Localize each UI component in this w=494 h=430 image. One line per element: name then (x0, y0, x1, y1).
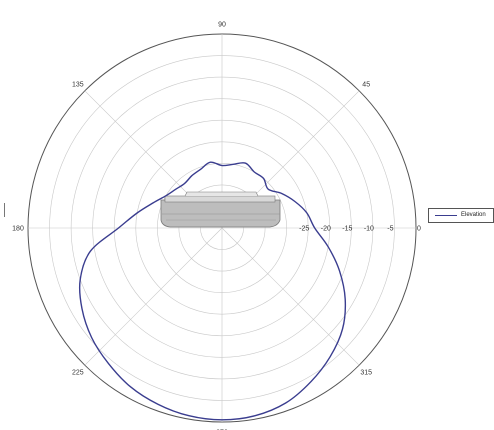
angle-tick-label: 225 (72, 370, 84, 377)
radial-tick-labels: -25 -20 -15 -10 -5 0 (299, 226, 421, 233)
left-edge-mark (0, 203, 5, 217)
angle-tick-label: 180 (12, 226, 24, 233)
radial-tick-label: -20 (321, 226, 331, 233)
angle-tick-label: 135 (72, 81, 84, 88)
grid-spoke (221, 227, 360, 366)
legend-swatch-elevation (435, 215, 457, 216)
radial-tick-label: -25 (299, 226, 309, 233)
grid-spoke (84, 227, 223, 366)
radial-tick-label: -5 (387, 226, 393, 233)
device-illustration (160, 191, 281, 228)
radial-tick-label: -15 (342, 226, 352, 233)
legend: Elevation (428, 208, 494, 223)
angle-tick-label: 315 (360, 370, 372, 377)
series-layer (78, 161, 347, 421)
angle-tick-label: 90 (218, 22, 226, 29)
polar-grid (27, 33, 417, 423)
legend-label-elevation: Elevation (461, 212, 486, 218)
radial-tick-label: 0 (417, 226, 421, 233)
series-line-elevation (78, 161, 347, 421)
angle-tick-label: 45 (362, 81, 370, 88)
radial-tick-label: -10 (364, 226, 374, 233)
